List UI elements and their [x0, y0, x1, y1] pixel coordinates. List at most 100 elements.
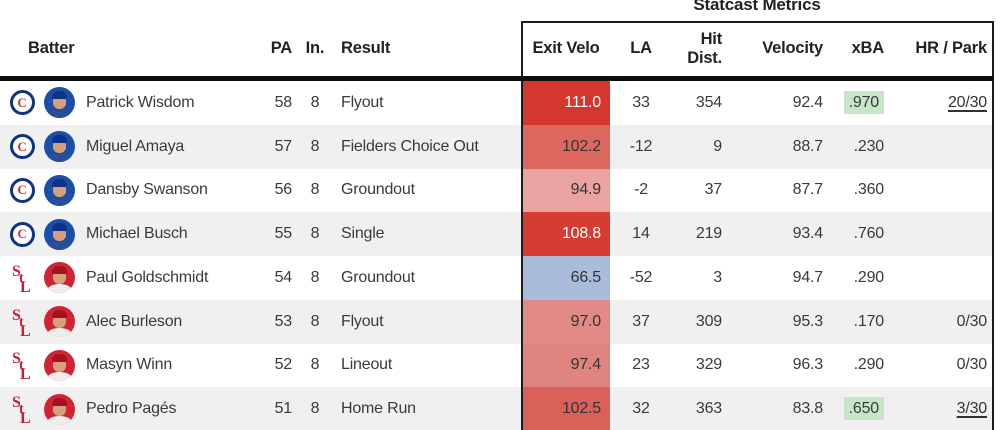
player-avatar: [44, 218, 75, 250]
player-avatar: [44, 306, 75, 338]
exit-velo-value: 108.8: [561, 225, 601, 243]
xba-value: .290: [853, 356, 885, 374]
svg-text:S: S: [12, 263, 21, 280]
xba-cell: .230: [832, 138, 892, 156]
team-logo-cell: C: [0, 221, 44, 247]
inning-value: 8: [310, 181, 320, 199]
column-header-result: Result: [341, 39, 391, 57]
avatar-jersey: [47, 415, 72, 425]
pa-value: 55: [274, 225, 293, 243]
pa-value: 58: [274, 93, 293, 111]
xba-cell: .290: [832, 269, 892, 287]
batter-name: Alec Burleson: [86, 312, 183, 330]
xba-cell: .290: [832, 356, 892, 374]
team-logo-cell: C: [0, 134, 44, 160]
hit-dist-value: 363: [695, 400, 722, 418]
velocity-value: 87.7: [792, 181, 824, 199]
result-value: Groundout: [341, 181, 415, 199]
inning-value: 8: [310, 356, 320, 374]
svg-text:L: L: [20, 366, 30, 380]
player-avatar: [44, 262, 75, 294]
statcast-metrics-title: Statcast Metrics: [693, 0, 821, 14]
exit-velo-cell: 111.0: [522, 81, 610, 125]
inning-value: 8: [310, 400, 320, 418]
xba-cell: .170: [832, 313, 892, 331]
avatar-cap: [52, 91, 67, 100]
column-header-inning: In.: [305, 39, 325, 57]
hit-dist-value: 329: [695, 356, 722, 374]
velocity-value: 88.7: [792, 137, 824, 155]
inning-value: 8: [310, 268, 320, 286]
velocity-value: 94.7: [792, 268, 824, 286]
hit-dist-value: 3: [713, 268, 722, 286]
xba-value: .360: [853, 181, 885, 199]
la-value: 32: [632, 400, 650, 418]
batter-name: Masyn Winn: [86, 356, 173, 374]
svg-text:t: t: [19, 315, 24, 330]
hit-dist-value: 219: [695, 225, 722, 243]
inning-value: 8: [310, 93, 320, 111]
pa-value: 57: [274, 137, 293, 155]
avatar-jersey: [47, 109, 72, 119]
exit-velo-value: 66.5: [570, 268, 602, 286]
avatar-jersey: [47, 328, 72, 338]
hit-dist-value: 9: [713, 137, 722, 155]
column-header-batter: Batter: [28, 39, 75, 57]
batter-name: Patrick Wisdom: [86, 93, 195, 111]
hr-park-value: 0/30: [956, 356, 988, 374]
exit-velo-cell: 97.4: [522, 343, 610, 388]
avatar-jersey: [47, 153, 72, 163]
hit-dist-value: 309: [695, 312, 722, 330]
xba-cell: .760: [832, 225, 892, 243]
table-row: C Patrick Wisdom 58 8 Flyout 111.0 33 35…: [0, 81, 993, 125]
velocity-value: 95.3: [792, 312, 824, 330]
team-logo-icon: C: [9, 90, 35, 116]
avatar-jersey: [47, 240, 72, 250]
svg-text:L: L: [20, 410, 30, 424]
batter-name: Michael Busch: [86, 225, 188, 243]
cubs-logo-icon: C: [9, 177, 35, 203]
exit-velo-value: 102.2: [561, 137, 601, 155]
batter-name: Pedro Pagés: [86, 400, 177, 418]
avatar-cap: [52, 222, 67, 231]
column-header-xba: xBA: [851, 39, 885, 57]
player-avatar: [44, 174, 75, 206]
table-row: C Michael Busch 55 8 Single 108.8 14 219…: [0, 212, 993, 256]
result-value: Lineout: [341, 356, 393, 374]
table-body: C Patrick Wisdom 58 8 Flyout 111.0 33 35…: [0, 81, 993, 430]
column-header-exit-velo: Exit Velo: [532, 39, 600, 57]
hr-park-cell: 0/30: [892, 356, 993, 374]
exit-velo-cell: 102.5: [522, 387, 610, 430]
avatar-cap: [52, 178, 67, 187]
exit-velo-cell: 66.5: [522, 256, 610, 300]
exit-velo-cell: 94.9: [522, 168, 610, 213]
cubs-logo-icon: C: [9, 221, 35, 247]
hr-park-value[interactable]: 3/30: [956, 400, 988, 418]
column-header-velocity: Velocity: [762, 39, 823, 57]
exit-velo-value: 94.9: [570, 181, 602, 199]
batter-name: Dansby Swanson: [86, 181, 208, 199]
exit-velo-cell: 108.8: [522, 212, 610, 256]
xba-value: .760: [853, 225, 885, 243]
avatar-cell: [44, 174, 86, 206]
player-avatar: [44, 393, 75, 425]
team-logo-cell: C: [0, 90, 44, 116]
player-avatar: [44, 349, 75, 381]
team-logo-cell: C: [0, 177, 44, 203]
hr-park-value[interactable]: 20/30: [947, 93, 987, 111]
avatar-cell: [44, 87, 86, 119]
avatar-cap: [52, 353, 67, 362]
exit-velo-value: 111.0: [564, 93, 601, 111]
table-row: C Miguel Amaya 57 8 Fielders Choice Out …: [0, 124, 993, 169]
svg-text:t: t: [19, 402, 24, 417]
avatar-jersey: [47, 196, 72, 206]
velocity-value: 83.8: [792, 400, 824, 418]
